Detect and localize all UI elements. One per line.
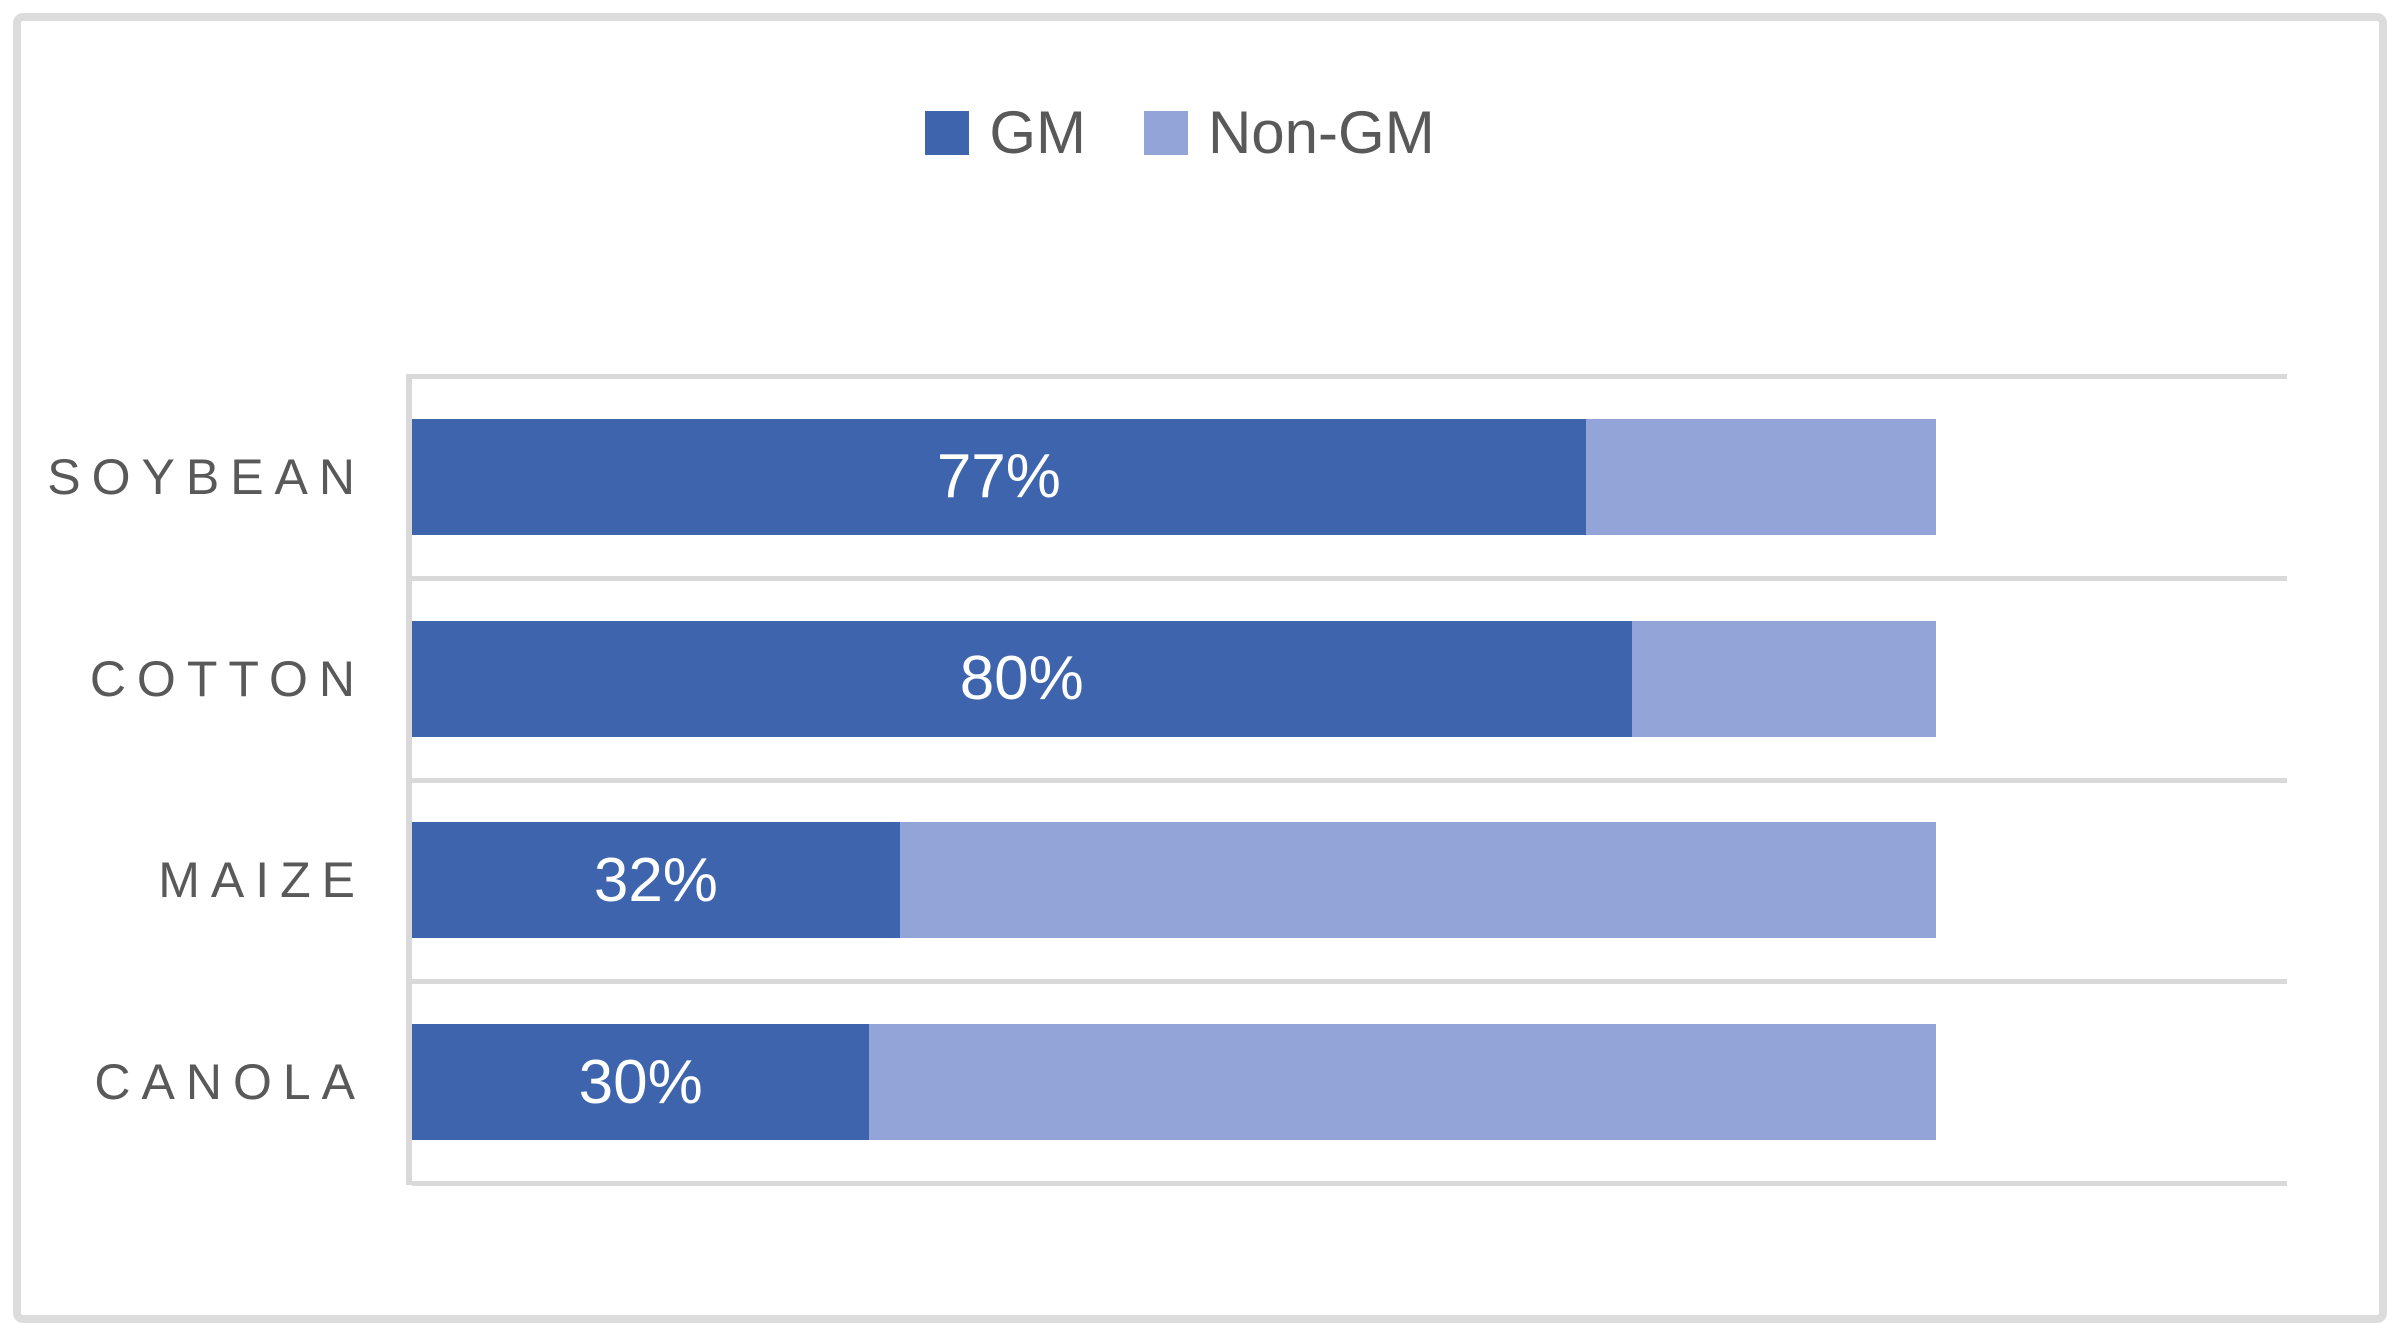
non-gm-segment-soybean [1585, 418, 1937, 535]
gm-segment-canola: 30% [412, 1024, 870, 1141]
gm-segment-maize: 32% [412, 822, 900, 939]
category-label-canola: CANOLA [94, 1054, 366, 1111]
gm-segment-soybean: 77% [412, 418, 1586, 535]
bar-track: 80% [412, 620, 1937, 737]
legend-label-gm: GM [989, 99, 1086, 166]
bar-row-maize: 32% [412, 780, 2287, 982]
bar-track: 30% [412, 1024, 1937, 1141]
category-label-cotton: COTTON [89, 650, 366, 707]
bar-value-label: 30% [578, 1047, 703, 1117]
bar-row-canola: 30% [412, 981, 2287, 1183]
category-label-soybean: SOYBEAN [47, 448, 366, 505]
gridline [412, 979, 2287, 985]
bar-track: 77% [412, 418, 1937, 535]
legend-label-non-gm: Non-GM [1207, 99, 1435, 166]
legend-item-gm: GM [925, 98, 1086, 167]
non-gm-color-swatch-icon [1143, 110, 1188, 155]
legend: GM Non-GM [0, 98, 2380, 167]
plot-area: 77% 80% 32% 30% [406, 374, 2287, 1186]
category-axis-line [406, 374, 412, 1185]
gridline [412, 777, 2287, 783]
gridline [412, 374, 2287, 379]
bar-track: 32% [412, 822, 1937, 939]
bar-value-label: 80% [959, 644, 1084, 714]
gm-color-swatch-icon [925, 110, 970, 155]
bar-row-soybean: 77% [412, 376, 2287, 578]
legend-item-non-gm: Non-GM [1143, 98, 1435, 167]
non-gm-segment-cotton [1631, 620, 1937, 737]
gm-segment-cotton: 80% [412, 620, 1632, 737]
category-label-maize: MAIZE [158, 852, 366, 909]
non-gm-segment-maize [899, 822, 1937, 939]
bar-row-cotton: 80% [412, 578, 2287, 780]
gridline [412, 1181, 2287, 1186]
gridline [412, 575, 2287, 581]
bar-value-label: 32% [593, 845, 718, 915]
non-gm-segment-canola [869, 1024, 1937, 1141]
bar-value-label: 77% [936, 442, 1061, 512]
